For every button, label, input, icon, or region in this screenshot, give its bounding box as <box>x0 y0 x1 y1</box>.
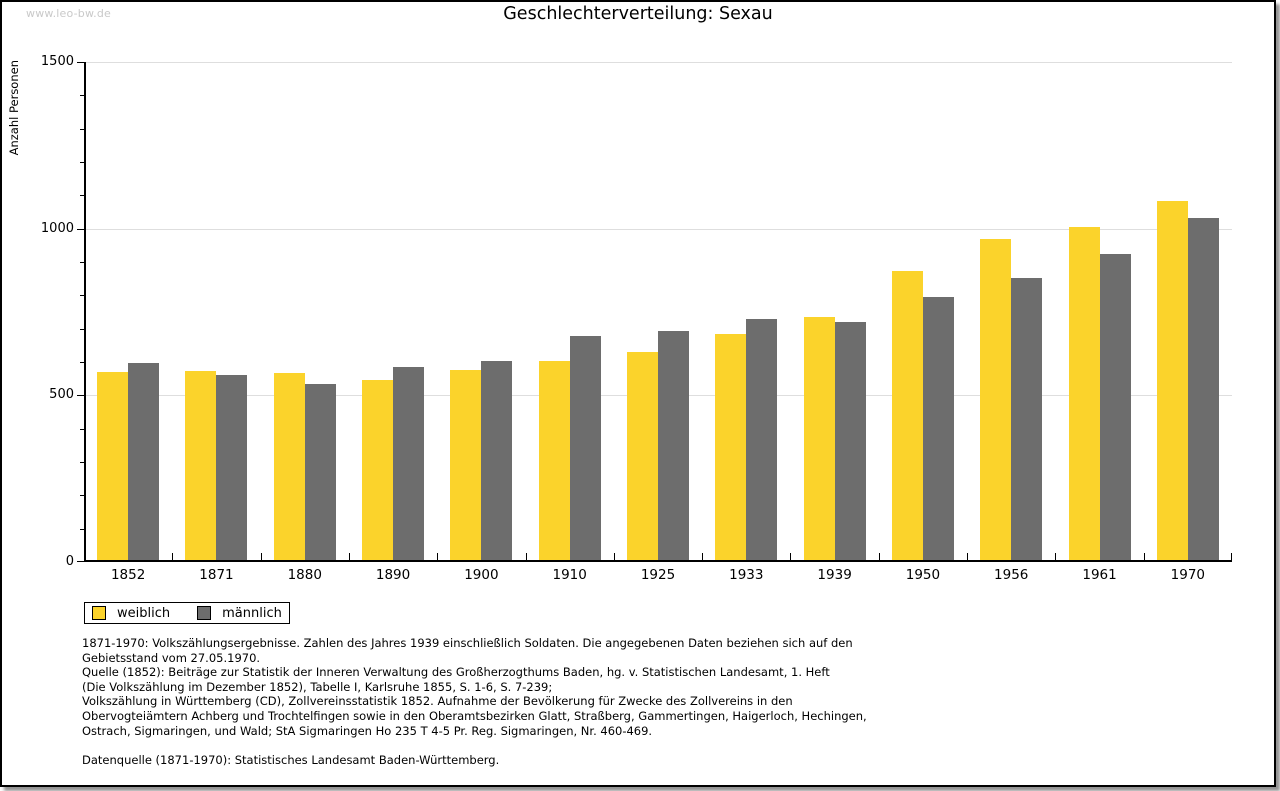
bar-weiblich-1925 <box>627 352 658 560</box>
x-label-1890: 1890 <box>375 567 411 583</box>
bar-männlich-1950 <box>922 297 954 560</box>
y-tick-major-500 <box>77 395 84 397</box>
x-label-1933: 1933 <box>729 567 764 583</box>
bar-männlich-1956 <box>1011 278 1043 560</box>
y-axis-line <box>84 62 86 562</box>
x-tick-5 <box>525 553 527 560</box>
legend-swatch-weiblich <box>92 606 106 620</box>
footnote-line-5: Volkszählung in Württemberg (CD), Zollve… <box>82 694 793 709</box>
legend-item-weiblich: weiblich <box>92 606 170 621</box>
bar-männlich-1890 <box>393 367 425 560</box>
plot-area: 0 500 1000 1500 1852 1871 1880 1890 1900 1910 1925… <box>41 55 1232 583</box>
x-label-1956: 1956 <box>994 567 1029 583</box>
watermark: www.leo-bw.de <box>26 7 112 20</box>
bar-männlich-1880 <box>304 384 336 560</box>
bar-weiblich-1890 <box>362 380 394 560</box>
legend: weiblich männlich <box>84 602 290 624</box>
x-tick-7 <box>702 553 704 560</box>
bar-weiblich-1852 <box>97 371 129 560</box>
bar-weiblich-1961 <box>1068 226 1100 560</box>
x-tick-6 <box>613 553 615 560</box>
bar-männlich-1900 <box>481 361 513 560</box>
bar-männlich-1852 <box>128 362 160 560</box>
bar-weiblich-1956 <box>980 239 1012 560</box>
bar-weiblich-1880 <box>273 373 305 560</box>
y-tick-minor-1300 <box>80 128 84 130</box>
y-tick-label-1500: 1500 <box>40 54 74 69</box>
legend-label-weiblich: weiblich <box>117 605 171 621</box>
y-tick-minor-800 <box>80 295 84 297</box>
footnote-line-1: 1871-1970: Volkszählungsergebnisse. Zahl… <box>82 636 853 650</box>
y-tick-minor-400 <box>80 428 84 430</box>
x-label-1939: 1939 <box>817 567 852 583</box>
x-label-1970: 1970 <box>1170 567 1206 583</box>
y-tick-minor-1200 <box>80 162 84 163</box>
x-tick-10 <box>967 553 969 560</box>
x-label-1900: 1900 <box>464 567 499 583</box>
y-tick-label-0: 0 <box>65 554 74 569</box>
y-tick-minor-100 <box>80 528 84 530</box>
bar-weiblich-1900 <box>450 370 482 560</box>
x-tick-1 <box>172 553 174 560</box>
legend-item-maennlich: männlich <box>197 606 282 621</box>
legend-label-maennlich: männlich <box>222 605 282 621</box>
y-tick-label-1000: 1000 <box>40 220 74 236</box>
y-tick-major-1500 <box>77 62 84 63</box>
y-tick-label-500: 500 <box>49 387 74 403</box>
gridline-1000 <box>86 228 1232 230</box>
footnote-line-6: Obervogteiämtern Achberg und Trochtelfin… <box>82 708 867 723</box>
bar-weiblich-1950 <box>891 270 923 560</box>
x-label-1925: 1925 <box>640 567 676 583</box>
gridline-1500 <box>86 62 1232 63</box>
x-tick-9 <box>878 553 880 560</box>
x-label-1961: 1961 <box>1082 567 1117 583</box>
x-tick-11 <box>1055 553 1057 560</box>
bar-männlich-1961 <box>1099 254 1131 560</box>
x-tick-2 <box>260 553 262 560</box>
x-label-1871: 1871 <box>199 567 234 583</box>
y-tick-minor-700 <box>80 328 84 330</box>
footnote-line-3: Quelle (1852): Beiträge zur Statistik de… <box>82 665 830 680</box>
x-tick-8 <box>790 553 792 560</box>
footnote: 1871-1970: Volkszählungsergebnisse. Zahl… <box>82 636 1242 768</box>
y-tick-minor-1100 <box>80 195 84 197</box>
bar-weiblich-1970 <box>1156 200 1188 560</box>
bar-männlich-1925 <box>658 331 689 560</box>
x-label-1950: 1950 <box>905 567 941 583</box>
y-tick-minor-300 <box>80 462 84 463</box>
chart-title: Geschlechterverteilung: Sexau <box>503 4 773 24</box>
legend-swatch-maennlich <box>197 606 212 620</box>
y-tick-major-0 <box>77 561 84 562</box>
footnote-line-2: Gebietsstand vom 27.05.1970. <box>82 650 261 665</box>
bar-weiblich-1933 <box>715 334 747 560</box>
bar-weiblich-1871 <box>185 371 217 560</box>
y-tick-minor-900 <box>80 262 84 263</box>
x-tick-4 <box>437 553 439 560</box>
bar-weiblich-1939 <box>803 316 835 560</box>
x-tick-12 <box>1143 553 1145 560</box>
footnote-datasource: Datenquelle (1871-1970): Statistisches L… <box>82 753 500 768</box>
x-tick-3 <box>348 553 350 560</box>
y-tick-minor-200 <box>80 495 84 497</box>
x-tick-13 <box>1231 553 1232 560</box>
bar-männlich-1871 <box>216 375 248 560</box>
bar-männlich-1933 <box>746 319 778 560</box>
y-tick-minor-1400 <box>80 95 84 97</box>
x-axis-line <box>84 560 1232 562</box>
footnote-line-7: Ostrach, Sigmaringen, und Wald; StA Sigm… <box>82 723 653 738</box>
bar-männlich-1970 <box>1187 218 1219 560</box>
bar-männlich-1939 <box>834 321 866 560</box>
footnote-line-4: (Die Volkszählung im Dezember 1852), Tab… <box>82 679 553 694</box>
y-axis-title: Anzahl Personen <box>7 60 21 156</box>
y-tick-minor-600 <box>80 362 84 363</box>
x-label-1880: 1880 <box>287 567 322 583</box>
bar-weiblich-1910 <box>538 361 570 560</box>
x-label-1910: 1910 <box>552 567 587 583</box>
bar-männlich-1910 <box>569 336 601 560</box>
y-tick-major-1000 <box>77 228 84 230</box>
x-label-1852: 1852 <box>110 567 146 583</box>
